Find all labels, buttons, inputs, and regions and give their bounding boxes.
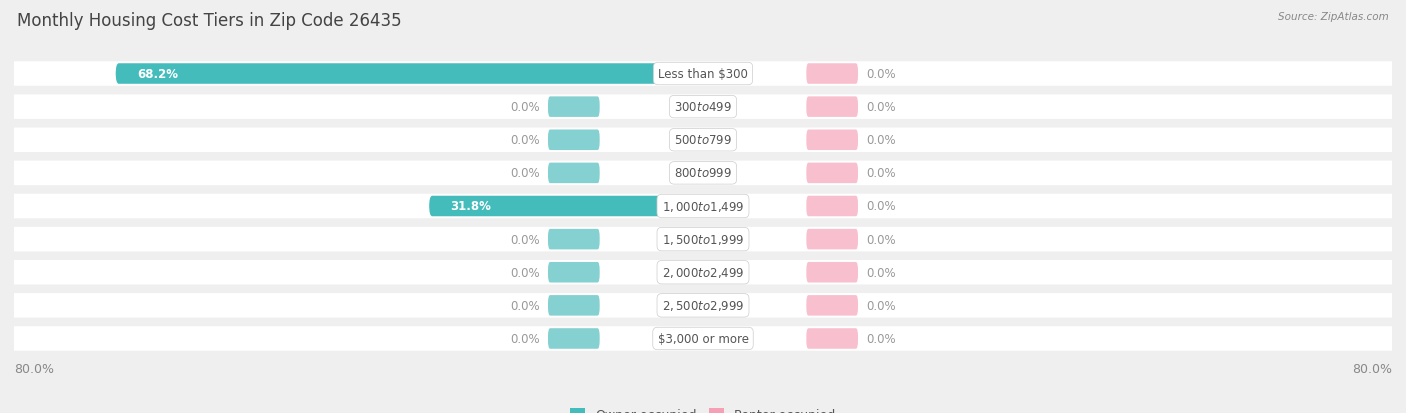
Text: 80.0%: 80.0% xyxy=(1353,363,1392,375)
FancyBboxPatch shape xyxy=(10,161,1396,186)
Text: 31.8%: 31.8% xyxy=(451,200,492,213)
FancyBboxPatch shape xyxy=(548,163,599,184)
Text: $1,000 to $1,499: $1,000 to $1,499 xyxy=(662,199,744,214)
FancyBboxPatch shape xyxy=(10,293,1396,318)
Text: $3,000 or more: $3,000 or more xyxy=(658,332,748,345)
FancyBboxPatch shape xyxy=(807,130,858,151)
Text: 0.0%: 0.0% xyxy=(866,332,896,345)
Text: 0.0%: 0.0% xyxy=(866,299,896,312)
Text: 0.0%: 0.0% xyxy=(510,233,540,246)
FancyBboxPatch shape xyxy=(548,295,599,316)
FancyBboxPatch shape xyxy=(10,194,1396,219)
Text: 0.0%: 0.0% xyxy=(866,266,896,279)
Text: $1,500 to $1,999: $1,500 to $1,999 xyxy=(662,233,744,247)
Text: 0.0%: 0.0% xyxy=(866,101,896,114)
Text: $800 to $999: $800 to $999 xyxy=(673,167,733,180)
Text: 0.0%: 0.0% xyxy=(866,200,896,213)
FancyBboxPatch shape xyxy=(807,163,858,184)
FancyBboxPatch shape xyxy=(807,262,858,283)
Text: Less than $300: Less than $300 xyxy=(658,68,748,81)
Text: $500 to $799: $500 to $799 xyxy=(673,134,733,147)
FancyBboxPatch shape xyxy=(10,95,1396,120)
FancyBboxPatch shape xyxy=(807,229,858,250)
FancyBboxPatch shape xyxy=(10,260,1396,285)
Text: 0.0%: 0.0% xyxy=(866,167,896,180)
FancyBboxPatch shape xyxy=(807,328,858,349)
Legend: Owner-occupied, Renter-occupied: Owner-occupied, Renter-occupied xyxy=(565,404,841,413)
FancyBboxPatch shape xyxy=(429,196,703,217)
Text: $300 to $499: $300 to $499 xyxy=(673,101,733,114)
FancyBboxPatch shape xyxy=(807,295,858,316)
FancyBboxPatch shape xyxy=(10,62,1396,87)
FancyBboxPatch shape xyxy=(10,326,1396,351)
FancyBboxPatch shape xyxy=(548,229,599,250)
Text: 0.0%: 0.0% xyxy=(866,68,896,81)
FancyBboxPatch shape xyxy=(115,64,703,85)
Text: Monthly Housing Cost Tiers in Zip Code 26435: Monthly Housing Cost Tiers in Zip Code 2… xyxy=(17,12,402,30)
Text: 68.2%: 68.2% xyxy=(138,68,179,81)
FancyBboxPatch shape xyxy=(807,97,858,118)
FancyBboxPatch shape xyxy=(10,128,1396,153)
FancyBboxPatch shape xyxy=(548,130,599,151)
FancyBboxPatch shape xyxy=(548,262,599,283)
FancyBboxPatch shape xyxy=(548,328,599,349)
Text: 0.0%: 0.0% xyxy=(510,266,540,279)
Text: 0.0%: 0.0% xyxy=(510,101,540,114)
Text: $2,000 to $2,499: $2,000 to $2,499 xyxy=(662,266,744,280)
FancyBboxPatch shape xyxy=(548,97,599,118)
Text: 0.0%: 0.0% xyxy=(510,299,540,312)
Text: 0.0%: 0.0% xyxy=(510,167,540,180)
Text: 80.0%: 80.0% xyxy=(14,363,53,375)
Text: $2,500 to $2,999: $2,500 to $2,999 xyxy=(662,299,744,313)
Text: 0.0%: 0.0% xyxy=(510,134,540,147)
Text: 0.0%: 0.0% xyxy=(866,233,896,246)
Text: 0.0%: 0.0% xyxy=(510,332,540,345)
FancyBboxPatch shape xyxy=(807,196,858,217)
Text: Source: ZipAtlas.com: Source: ZipAtlas.com xyxy=(1278,12,1389,22)
FancyBboxPatch shape xyxy=(10,227,1396,252)
FancyBboxPatch shape xyxy=(807,64,858,85)
Text: 0.0%: 0.0% xyxy=(866,134,896,147)
